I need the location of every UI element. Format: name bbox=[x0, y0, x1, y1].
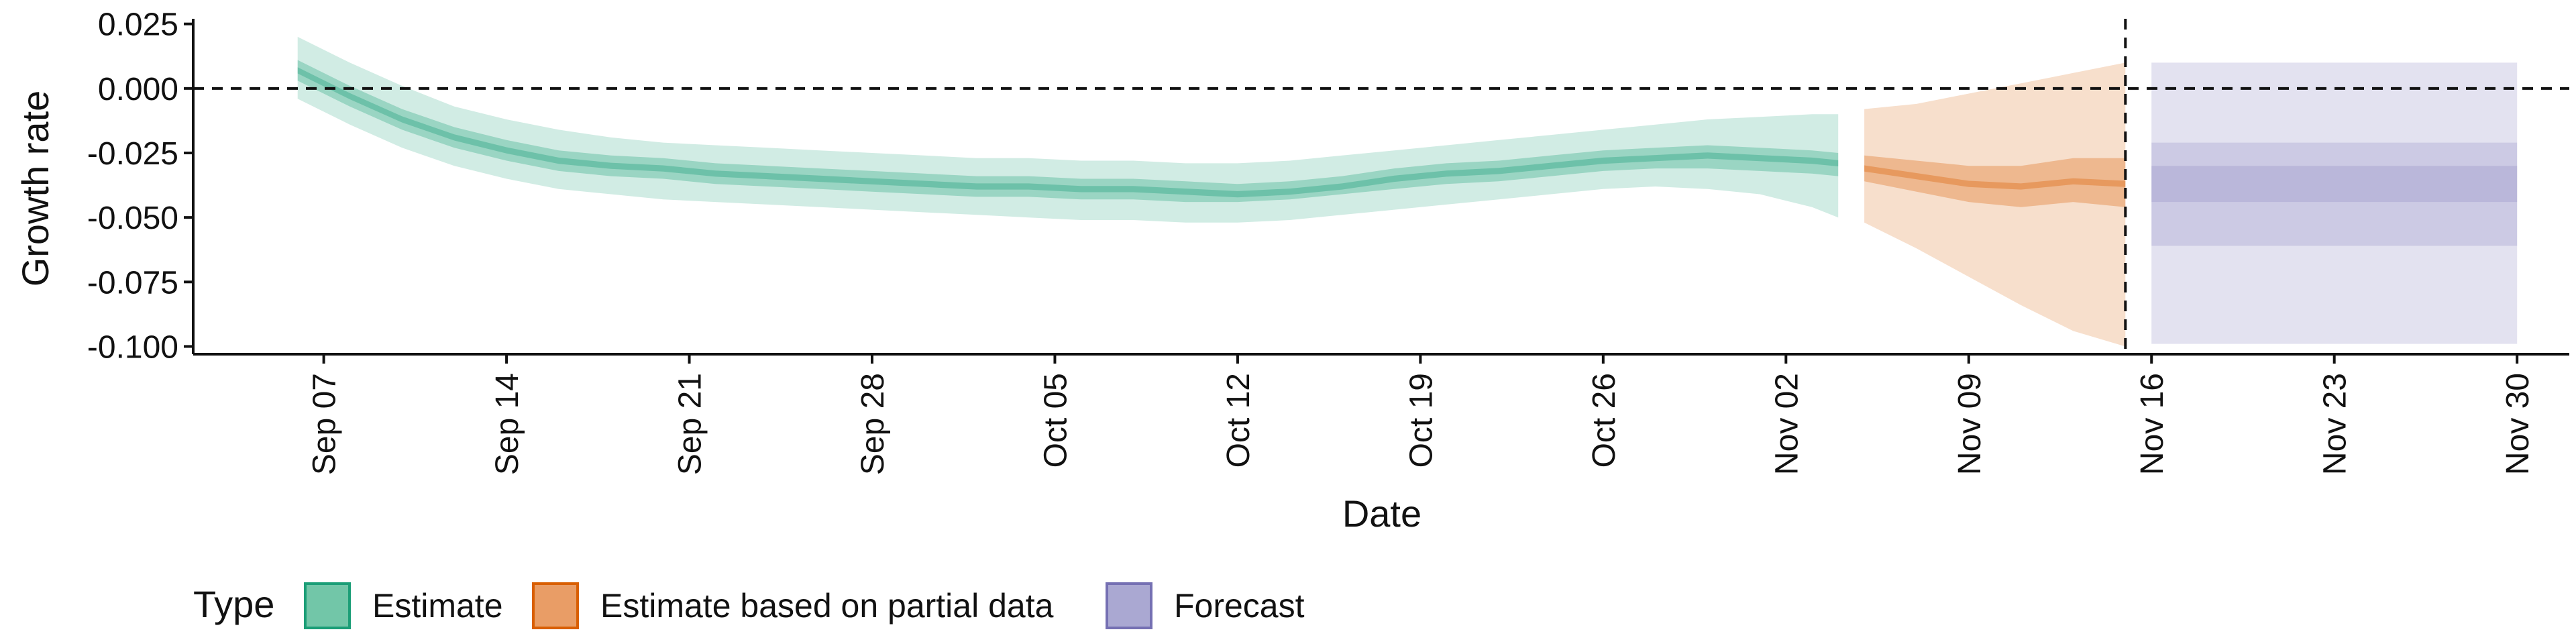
y-tick-label: 0.000 bbox=[98, 72, 178, 107]
legend: Type Estimate Estimate based on partial d… bbox=[193, 582, 1305, 629]
x-tick-label: Nov 30 bbox=[2500, 373, 2536, 475]
legend-swatch-3 bbox=[1106, 582, 1152, 629]
x-tick-label: Sep 14 bbox=[490, 373, 525, 475]
legend-label-3: Forecast bbox=[1174, 587, 1305, 625]
series-1-band-50 bbox=[297, 60, 1839, 203]
legend-swatch-2 bbox=[532, 582, 579, 629]
series-2-band-50 bbox=[1864, 155, 2126, 207]
x-tick-label: Oct 05 bbox=[1038, 373, 1074, 468]
x-tick-label: Nov 02 bbox=[1769, 373, 1805, 475]
x-tick-label: Oct 26 bbox=[1587, 373, 1622, 468]
x-tick-label: Nov 23 bbox=[2318, 373, 2353, 475]
y-tick-label: -0.025 bbox=[87, 136, 178, 172]
y-tick-label: -0.100 bbox=[87, 329, 178, 365]
y-tick-label: 0.025 bbox=[98, 7, 178, 43]
x-tick-label: Oct 19 bbox=[1403, 373, 1439, 468]
series-3-band-30 bbox=[2151, 166, 2518, 203]
series-3-band-60 bbox=[2151, 142, 2518, 246]
legend-swatch-1 bbox=[304, 582, 351, 629]
y-axis-title: Growth rate bbox=[14, 91, 56, 287]
y-tick-label: -0.075 bbox=[87, 265, 178, 301]
plot-area bbox=[193, 19, 2569, 354]
x-axis-title: Date bbox=[1342, 492, 1421, 535]
x-tick-label: Sep 28 bbox=[855, 373, 891, 475]
axes: 0.025 0.000 -0.025 -0.050 -0.075 -0.100 Sep 07… bbox=[87, 7, 2569, 475]
x-tick-label: Sep 07 bbox=[307, 373, 343, 475]
legend-title: Type bbox=[193, 583, 274, 625]
x-tick-label: Nov 16 bbox=[2135, 373, 2170, 475]
legend-label-1: Estimate bbox=[372, 587, 503, 625]
series-1-band-90 bbox=[297, 36, 1839, 223]
series-2-median-band bbox=[1864, 165, 2126, 190]
series-2-band-90 bbox=[1864, 62, 2126, 347]
series-3-band-90 bbox=[2151, 62, 2518, 344]
x-tick-label: Nov 09 bbox=[1952, 373, 1988, 475]
x-tick-label: Sep 21 bbox=[673, 373, 708, 475]
legend-label-2: Estimate based on partial data bbox=[600, 587, 1054, 625]
x-tick-label: Oct 12 bbox=[1221, 373, 1256, 468]
y-tick-label: -0.050 bbox=[87, 201, 178, 236]
